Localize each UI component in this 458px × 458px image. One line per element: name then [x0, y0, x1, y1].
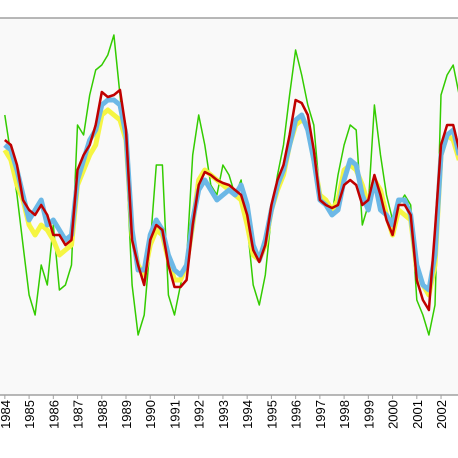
x-tick-label: 1989	[119, 400, 134, 429]
x-tick-label: 1984	[0, 400, 13, 429]
x-tick-label: 1985	[22, 400, 37, 429]
x-tick-label: 1995	[264, 400, 279, 429]
x-tick-label: 1991	[167, 400, 182, 429]
x-tick-label: 1997	[313, 400, 328, 429]
x-tick-label: 1996	[289, 400, 304, 429]
x-tick-label: 1994	[240, 400, 255, 429]
x-tick-label: 1993	[216, 400, 231, 429]
x-tick-label: 1988	[95, 400, 110, 429]
x-tick-label: 1998	[337, 400, 352, 429]
x-tick-label: 1987	[71, 400, 86, 429]
x-tick-label: 1986	[46, 400, 61, 429]
x-tick-label: 1990	[143, 400, 158, 429]
x-tick-label: 1992	[192, 400, 207, 429]
x-tick-label: 2000	[386, 400, 401, 429]
series-line	[4, 34, 458, 336]
series-line	[4, 88, 458, 312]
x-tick-label: 2002	[434, 400, 449, 429]
lines	[2, 34, 458, 336]
x-tick-label: 1999	[361, 400, 376, 429]
x-tick-label: 2001	[410, 400, 425, 429]
